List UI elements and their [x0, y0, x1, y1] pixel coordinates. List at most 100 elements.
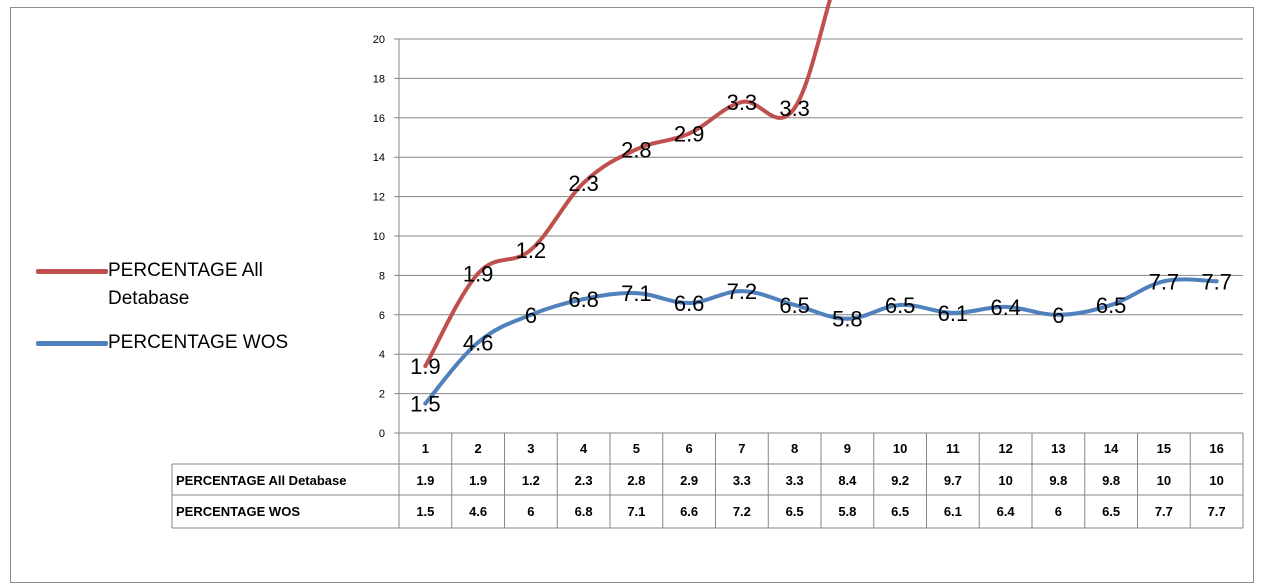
table-cell-1-7: 7.2 — [733, 504, 751, 519]
data-point-wos-5 — [634, 291, 639, 296]
table-row-label-0: PERCENTAGE All Detabase — [176, 473, 347, 488]
table-cell-0-1: 1.9 — [416, 473, 434, 488]
data-point-wos-3 — [528, 312, 533, 317]
y-tick-label-0: 0 — [379, 428, 385, 440]
table-cell-0-3: 1.2 — [522, 473, 540, 488]
table-cell-1-13: 6 — [1055, 504, 1062, 519]
data-label-wos-14: 6.5 — [1096, 293, 1127, 318]
data-point-all-database-1 — [423, 364, 428, 369]
data-labels: 1.91.91.22.32.82.93.33.38.49.29.7109.89.… — [410, 90, 1232, 416]
table-cell-0-7: 3.3 — [733, 473, 751, 488]
data-label-wos-4: 6.8 — [568, 287, 599, 312]
table-row-label-1: PERCENTAGE WOS — [176, 504, 300, 519]
category-label-8: 8 — [791, 441, 798, 456]
data-label-all-database-3: 1.2 — [516, 238, 547, 263]
data-label-wos-5: 7.1 — [621, 281, 652, 306]
data-point-all-database-3 — [528, 247, 533, 252]
data-label-wos-2: 4.6 — [463, 330, 494, 355]
category-label-5: 5 — [633, 441, 640, 456]
data-label-wos-3: 6 — [525, 303, 537, 328]
table-cell-0-13: 9.8 — [1049, 473, 1067, 488]
category-label-14: 14 — [1104, 441, 1119, 456]
table-cell-0-2: 1.9 — [469, 473, 487, 488]
table-cell-0-4: 2.3 — [575, 473, 593, 488]
y-tick-label-12: 12 — [373, 192, 385, 204]
data-point-wos-13 — [1056, 312, 1061, 317]
data-label-all-database-1: 1.9 — [410, 354, 441, 379]
category-label-1: 1 — [422, 441, 429, 456]
category-label-12: 12 — [998, 441, 1012, 456]
table-cell-0-11: 9.7 — [944, 473, 962, 488]
data-label-wos-7: 7.2 — [727, 279, 758, 304]
data-point-all-database-2 — [476, 271, 481, 276]
table-cell-0-15: 10 — [1157, 473, 1171, 488]
data-label-wos-6: 6.6 — [674, 291, 705, 316]
y-axis-ticks: 0 2 4 6 8 10 12 14 16 18 20 — [373, 34, 385, 440]
category-label-16: 16 — [1209, 441, 1223, 456]
table-cell-0-5: 2.8 — [627, 473, 645, 488]
y-tick-label-14: 14 — [373, 152, 385, 164]
data-label-all-database-5: 2.8 — [621, 137, 652, 162]
data-point-wos-2 — [476, 340, 481, 345]
table-cell-1-12: 6.4 — [997, 504, 1016, 519]
table-cell-1-4: 6.8 — [575, 504, 593, 519]
table-cell-1-5: 7.1 — [627, 504, 645, 519]
data-point-wos-6 — [687, 300, 692, 305]
data-point-wos-10 — [898, 302, 903, 307]
y-tick-label-16: 16 — [373, 113, 385, 125]
data-point-wos-1 — [423, 401, 428, 406]
data-label-wos-11: 6.1 — [938, 301, 969, 326]
series-line-all-database — [423, 0, 832, 369]
table-cell-1-16: 7.7 — [1208, 504, 1226, 519]
data-point-all-database-6 — [687, 131, 692, 136]
table-cell-1-6: 6.6 — [680, 504, 698, 519]
data-point-wos-12 — [1003, 304, 1008, 309]
table-cell-0-10: 9.2 — [891, 473, 909, 488]
table-cell-1-1: 1.5 — [416, 504, 434, 519]
category-label-15: 15 — [1157, 441, 1171, 456]
data-point-wos-16 — [1214, 279, 1219, 284]
data-label-wos-16: 7.7 — [1201, 269, 1232, 294]
y-tick-label-20: 20 — [373, 34, 385, 46]
legend-swatch-wos — [36, 341, 108, 346]
y-tick-label-4: 4 — [379, 349, 385, 361]
data-label-wos-12: 6.4 — [990, 295, 1021, 320]
table-cell-0-6: 2.9 — [680, 473, 698, 488]
data-label-wos-8: 6.5 — [779, 293, 810, 318]
data-point-wos-4 — [581, 297, 586, 302]
data-label-wos-9: 5.8 — [832, 307, 863, 332]
data-label-all-database-4: 2.3 — [568, 171, 599, 196]
category-label-6: 6 — [686, 441, 693, 456]
data-label-all-database-7: 3.3 — [727, 90, 758, 115]
table-cell-1-11: 6.1 — [944, 504, 962, 519]
category-label-13: 13 — [1051, 441, 1065, 456]
category-label-7: 7 — [738, 441, 745, 456]
data-label-wos-10: 6.5 — [885, 293, 916, 318]
data-point-all-database-7 — [739, 100, 744, 105]
category-label-2: 2 — [475, 441, 482, 456]
data-point-wos-8 — [792, 302, 797, 307]
table-cell-1-8: 6.5 — [786, 504, 804, 519]
table-cell-1-2: 4.6 — [469, 504, 487, 519]
category-label-10: 10 — [893, 441, 907, 456]
table-cell-1-9: 5.8 — [838, 504, 856, 519]
legend-label-wos: PERCENTAGE WOS — [108, 332, 289, 353]
data-point-all-database-4 — [581, 180, 586, 185]
data-point-wos-11 — [950, 310, 955, 315]
series-lines — [423, 0, 1219, 406]
data-point-all-database-8 — [792, 105, 797, 110]
category-label-4: 4 — [580, 441, 588, 456]
data-label-wos-1: 1.5 — [410, 391, 441, 416]
table-cell-0-14: 9.8 — [1102, 473, 1120, 488]
data-label-wos-15: 7.7 — [1149, 269, 1180, 294]
gridlines — [394, 38, 1243, 434]
table-cell-0-8: 3.3 — [786, 473, 804, 488]
y-tick-label-2: 2 — [379, 389, 385, 401]
data-label-all-database-6: 2.9 — [674, 122, 705, 147]
y-tick-label-18: 18 — [373, 73, 385, 85]
legend-label-all-database-line-2: Detabase — [108, 288, 190, 309]
y-tick-label-10: 10 — [373, 231, 385, 243]
data-label-all-database-2: 1.9 — [463, 261, 494, 286]
